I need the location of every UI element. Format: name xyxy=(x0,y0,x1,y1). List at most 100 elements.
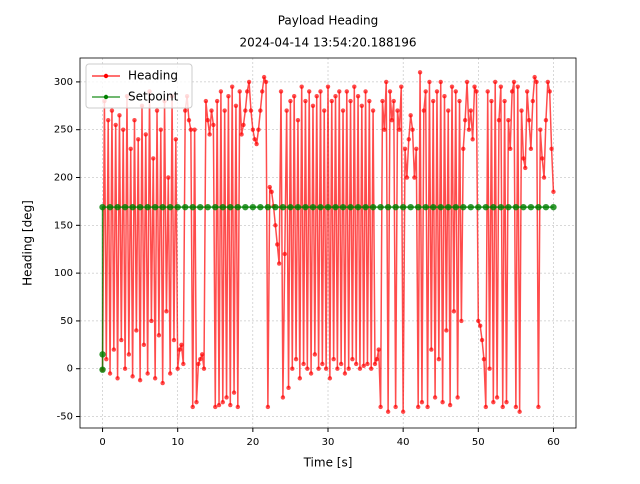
x-tick-label: 60 xyxy=(547,437,560,448)
point xyxy=(400,409,406,414)
point xyxy=(175,366,180,371)
point xyxy=(543,117,549,123)
point xyxy=(246,79,252,85)
x-tick-label: 10 xyxy=(171,437,184,448)
point xyxy=(459,318,464,324)
point xyxy=(508,146,513,152)
point xyxy=(189,203,196,211)
point xyxy=(489,98,494,104)
point xyxy=(547,89,552,94)
point xyxy=(530,98,535,104)
point xyxy=(151,203,159,211)
point xyxy=(104,356,109,362)
point xyxy=(302,203,309,211)
y-tick-label: 300 xyxy=(54,77,73,88)
point xyxy=(370,108,376,113)
y-tick-label: 150 xyxy=(54,220,73,231)
point xyxy=(264,203,272,211)
point xyxy=(166,203,174,211)
point xyxy=(331,356,336,362)
point xyxy=(412,175,417,180)
point xyxy=(445,203,452,211)
point xyxy=(408,113,413,118)
point xyxy=(179,342,184,348)
point xyxy=(427,79,432,85)
point xyxy=(395,108,400,113)
point xyxy=(342,371,348,376)
legend-label: Heading xyxy=(128,69,178,83)
point xyxy=(425,404,430,410)
point xyxy=(337,89,342,94)
x-tick-label: 0 xyxy=(99,437,105,448)
point xyxy=(449,84,455,89)
point xyxy=(201,366,207,371)
point xyxy=(121,203,129,211)
point xyxy=(369,366,374,371)
point xyxy=(515,84,520,89)
point xyxy=(339,203,347,211)
point xyxy=(500,404,505,410)
point xyxy=(109,108,115,113)
point xyxy=(474,89,479,94)
point xyxy=(470,137,475,142)
point xyxy=(280,395,286,400)
point xyxy=(344,89,349,94)
point xyxy=(229,84,235,89)
point xyxy=(295,117,301,123)
point xyxy=(346,366,351,371)
point xyxy=(323,366,329,371)
point xyxy=(491,399,496,405)
point xyxy=(99,203,106,211)
point xyxy=(243,108,248,113)
point xyxy=(235,404,241,410)
point xyxy=(265,404,271,410)
point xyxy=(440,399,445,405)
point xyxy=(354,203,362,211)
point xyxy=(419,399,425,405)
point xyxy=(192,127,197,132)
point xyxy=(520,203,527,211)
point xyxy=(487,366,492,371)
point xyxy=(241,122,246,128)
point xyxy=(457,98,462,104)
point xyxy=(199,352,205,357)
point xyxy=(385,409,391,414)
point xyxy=(359,103,365,109)
point xyxy=(167,371,173,376)
point xyxy=(239,132,244,137)
point xyxy=(536,404,541,410)
point xyxy=(212,203,219,211)
point xyxy=(380,98,385,104)
point xyxy=(128,146,133,152)
point xyxy=(352,84,357,89)
point xyxy=(472,84,477,89)
point xyxy=(324,203,332,211)
point xyxy=(378,404,383,410)
point xyxy=(332,203,339,211)
series xyxy=(100,70,556,414)
point xyxy=(174,203,181,211)
point xyxy=(273,223,278,228)
point xyxy=(99,366,106,373)
point xyxy=(126,352,132,357)
point xyxy=(231,390,237,395)
point xyxy=(213,404,218,410)
point xyxy=(249,203,257,211)
point xyxy=(207,132,212,137)
point xyxy=(204,203,211,211)
point xyxy=(291,94,297,99)
point xyxy=(227,203,234,211)
point xyxy=(121,127,126,132)
point xyxy=(363,89,368,94)
point xyxy=(106,203,114,211)
point xyxy=(393,404,398,410)
x-tick-label: 40 xyxy=(397,437,410,448)
point xyxy=(145,371,150,376)
chart-subtitle: 2024-04-14 13:54:20.188196 xyxy=(239,36,416,50)
point xyxy=(407,203,414,211)
point xyxy=(260,89,265,94)
point xyxy=(263,79,269,85)
point xyxy=(361,363,366,369)
point xyxy=(288,98,293,104)
point xyxy=(506,117,511,123)
